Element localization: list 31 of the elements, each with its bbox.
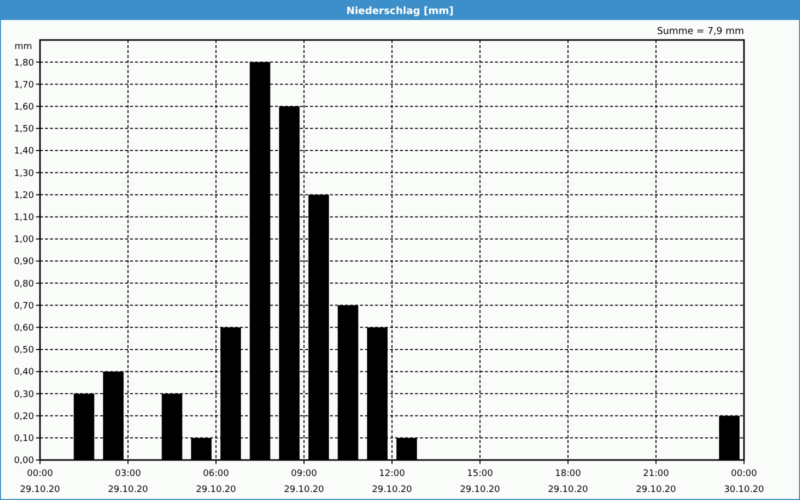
text: Summe = 7,9 mm <box>656 26 744 37</box>
x-tick-label: 15:00 29.10.20 <box>460 469 500 495</box>
y-tick-label: 1,30 <box>14 168 34 179</box>
y-tick-label: 1,60 <box>14 102 34 112</box>
y-tick-label: 1,20 <box>14 190 34 201</box>
y-tick-label: 0,20 <box>14 412 34 422</box>
y-tick-label: 0,60 <box>14 324 34 334</box>
y-tick-label: 1,00 <box>14 235 34 246</box>
y-tick-label: 1,70 <box>14 80 34 90</box>
y-tick-label: 0,40 <box>14 368 34 378</box>
y-tick-label: 0,10 <box>14 434 34 444</box>
x-tick-label: 12:00 29.10.20 <box>372 469 412 495</box>
y-tick-label: 1,40 <box>14 146 34 157</box>
x-tick-label: 03:00 29.10.20 <box>108 469 148 495</box>
x-tick-label: 18:00 29.10.20 <box>548 469 588 495</box>
y-tick-label: 0,70 <box>14 301 34 312</box>
y-tick-label: 0,50 <box>14 346 34 356</box>
y-tick-label: 0,30 <box>14 390 34 400</box>
y-tick-label: 0,80 <box>14 279 34 290</box>
x-tick-label: 21:00 29.10.20 <box>636 469 676 495</box>
y-tick-label: 1,80 <box>14 58 34 68</box>
y-tick-label: 1,50 <box>14 124 34 135</box>
x-tick-label: 00:00 29.10.20 <box>20 469 60 495</box>
y-axis-title: mm <box>14 42 32 52</box>
y-tick-label: 1,10 <box>14 212 34 223</box>
x-tick-label: 06:00 29.10.20 <box>196 469 236 495</box>
x-tick-label: 00:00 30.10.20 <box>724 469 764 495</box>
y-tick-label: 0,00 <box>14 456 34 466</box>
x-tick-label: 09:00 29.10.20 <box>284 469 324 495</box>
chart-title: Niederschlag [mm] <box>346 6 454 17</box>
y-tick-label: 0,90 <box>14 257 34 268</box>
